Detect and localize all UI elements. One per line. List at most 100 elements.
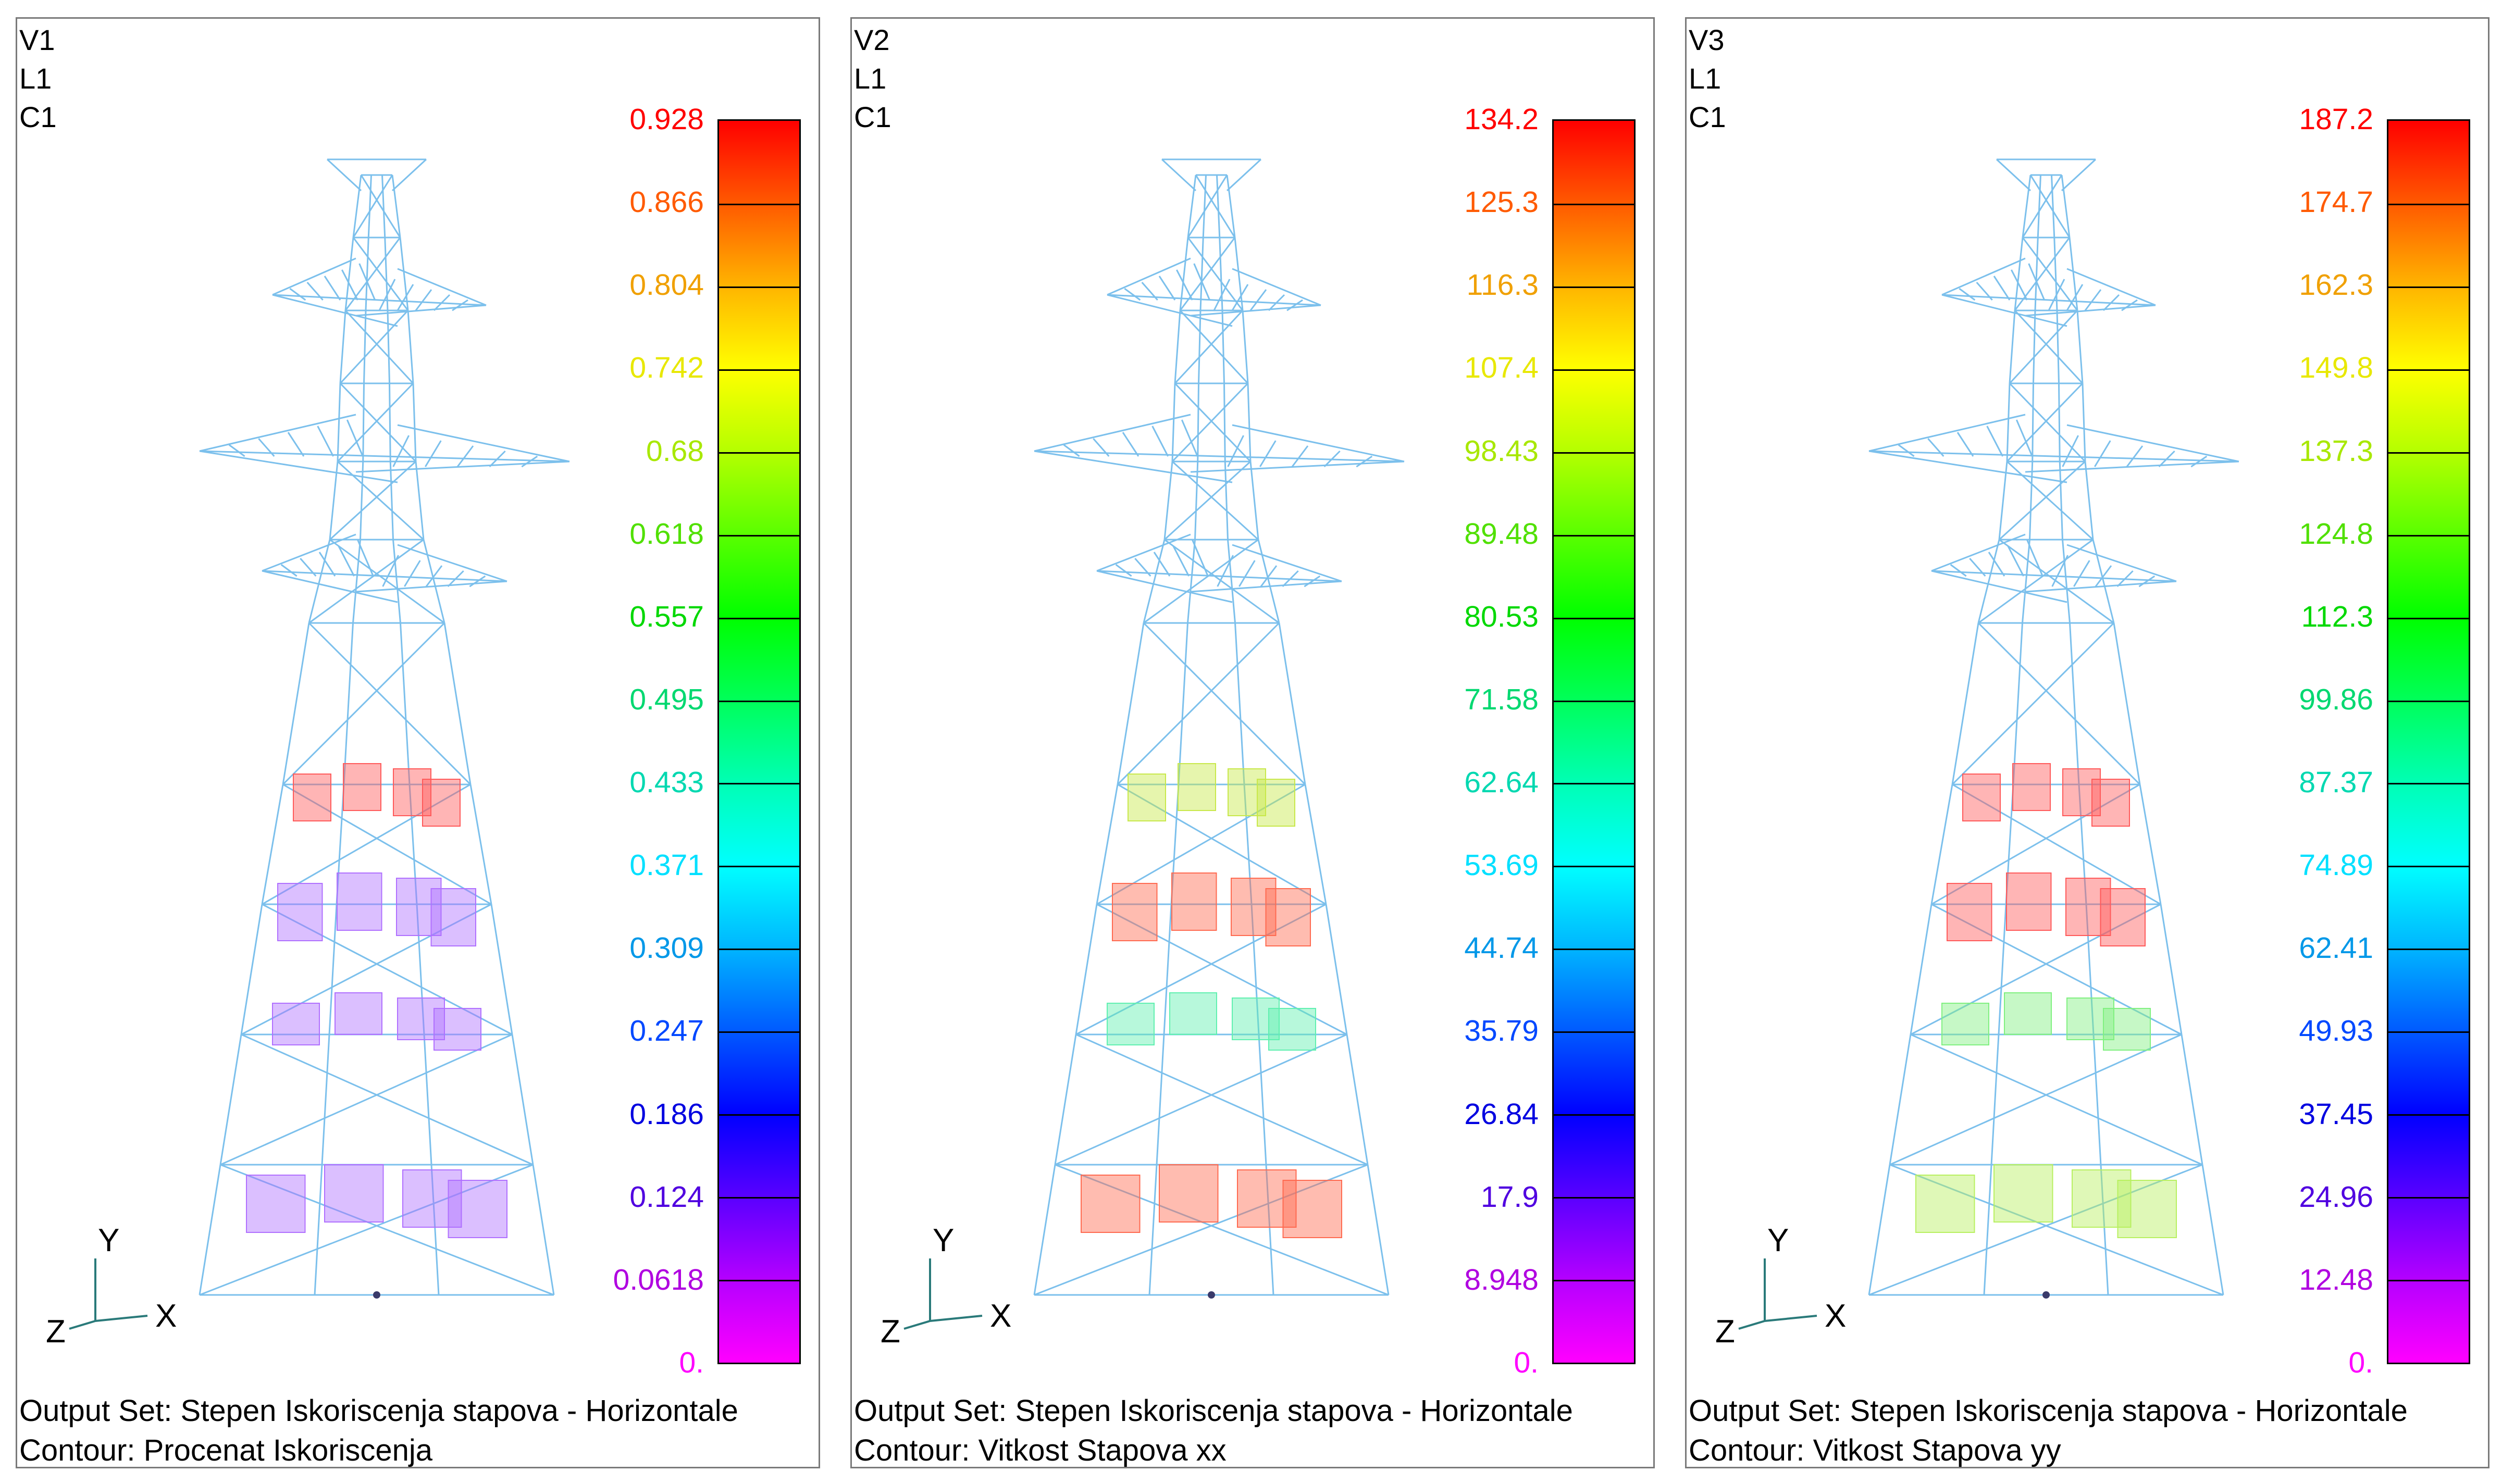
contour-label: Contour: Vitkost Stapova xx [854, 1433, 1227, 1467]
legend-divider [2388, 452, 2469, 454]
contour-member-group[interactable] [277, 872, 476, 946]
legend-divider [1554, 1114, 1634, 1116]
contour-legend-bar [717, 119, 801, 1364]
y-axis-label: Y [933, 1223, 955, 1258]
output-set-label: Output Set: Stepen Iskoriscenja stapova … [854, 1394, 1573, 1428]
axes-triad-lines [903, 1258, 983, 1330]
legend-divider [719, 1280, 799, 1282]
legend-divider [1554, 783, 1634, 785]
legend-divider [719, 866, 799, 868]
legend-value-label: 0.433 [629, 766, 704, 800]
legend-divider [1554, 1280, 1634, 1282]
view-meta: V2 L1 C1 [854, 21, 891, 136]
legend-divider [2388, 1280, 2469, 1282]
x-axis-label: X [1825, 1298, 1847, 1334]
legend-value-label: 0. [1514, 1346, 1539, 1379]
legend-divider [1554, 369, 1634, 371]
legend-value-label: 0.371 [629, 849, 704, 882]
x-axis-label: X [990, 1298, 1012, 1334]
legend-value-label: 137.3 [2299, 434, 2373, 468]
legend-value-label: 17.9 [1481, 1180, 1539, 1214]
contour-member-group[interactable] [1081, 1164, 1342, 1238]
z-axis-label: Z [46, 1314, 66, 1350]
axes-triad-lines [69, 1258, 148, 1330]
contour-member-group[interactable] [1915, 1164, 2177, 1238]
contour-member-group[interactable] [1128, 763, 1295, 827]
legend-divider [719, 203, 799, 205]
legend-divider [719, 949, 799, 951]
contour-label: Contour: Procenat Iskoriscenja [19, 1433, 433, 1467]
legend-value-label: 0.618 [629, 517, 704, 551]
y-axis-label: Y [98, 1223, 120, 1258]
legend-divider [719, 286, 799, 288]
view-panel-3[interactable]: V3 L1 C1 Y X Z 187.2 174.7 162.3 149.8 137.3 124.8 1… [1685, 17, 2489, 1468]
legend-divider [719, 534, 799, 537]
legend-divider [719, 1031, 799, 1033]
x-axis-label: X [155, 1298, 177, 1334]
legend-divider [2388, 700, 2469, 702]
legend-value-label: 99.86 [2299, 682, 2373, 716]
legend-divider [2388, 534, 2469, 537]
output-info: Output Set: Stepen Iskoriscenja stapova … [854, 1391, 1573, 1467]
legend-value-label: 174.7 [2299, 185, 2373, 219]
contour-member-group[interactable] [293, 763, 461, 827]
axes-triad-lines [1738, 1258, 1817, 1330]
view-meta: V1 L1 C1 [19, 21, 57, 136]
legend-divider [1554, 286, 1634, 288]
contour-label: Contour: Vitkost Stapova yy [1689, 1433, 2061, 1467]
legend-divider [719, 700, 799, 702]
legend-divider [2388, 1031, 2469, 1033]
legend-value-label: 0.124 [629, 1180, 704, 1214]
legend-value-label: 0.309 [629, 931, 704, 965]
legend-value-label: 98.43 [1464, 434, 1539, 468]
view-panel-1[interactable]: V1 L1 C1 Y X Z 0.928 0.866 0.804 0.742 0.68 0.618 0.… [16, 17, 820, 1468]
layer-label: L1 [854, 62, 887, 95]
legend-divider [2388, 369, 2469, 371]
legend-divider [1554, 1031, 1634, 1033]
legend-value-label: 0.804 [629, 268, 704, 302]
legend-value-label: 112.3 [2301, 600, 2373, 633]
legend-value-label: 89.48 [1464, 517, 1539, 551]
legend-value-label: 53.69 [1464, 849, 1539, 882]
legend-value-label: 116.3 [1466, 268, 1539, 302]
contour-member-group[interactable] [1962, 763, 2130, 827]
tower-model-wireframe[interactable] [17, 19, 820, 1373]
legend-divider [1554, 866, 1634, 868]
contour-member-group[interactable] [246, 1164, 507, 1238]
legend-divider [2388, 949, 2469, 951]
view-id-label: V1 [19, 23, 55, 56]
view-id-label: V2 [854, 23, 890, 56]
legend-value-label: 0. [679, 1346, 704, 1379]
contour-member-group[interactable] [1107, 992, 1316, 1051]
legend-value-label: 62.41 [2299, 931, 2373, 965]
legend-value-label: 107.4 [1464, 351, 1539, 385]
legend-divider [719, 1197, 799, 1199]
tower-model-wireframe[interactable] [852, 19, 1654, 1373]
legend-divider [2388, 1114, 2469, 1116]
legend-divider [1554, 1197, 1634, 1199]
legend-value-label: 0.495 [629, 682, 704, 716]
contour-legend-bar [2387, 119, 2470, 1364]
legend-divider [1554, 949, 1634, 951]
legend-divider [719, 1114, 799, 1116]
legend-value-label: 0. [2348, 1346, 2373, 1379]
view-panel-2[interactable]: V2 L1 C1 Y X Z 134.2 125.3 116.3 107.4 98.43 89.48 8… [850, 17, 1655, 1468]
legend-divider [719, 617, 799, 619]
legend-divider [719, 452, 799, 454]
tower-model-wireframe[interactable] [1687, 19, 2489, 1373]
contour-member-group[interactable] [1941, 992, 2151, 1051]
contour-member-group[interactable] [1947, 872, 2146, 946]
legend-value-label: 162.3 [2299, 268, 2373, 302]
legend-value-label: 62.64 [1464, 766, 1539, 800]
contour-member-group[interactable] [1112, 872, 1311, 946]
legend-value-label: 0.68 [646, 434, 704, 468]
case-label: C1 [854, 101, 891, 133]
legend-value-label: 0.866 [629, 185, 704, 219]
legend-value-label: 26.84 [1464, 1097, 1539, 1131]
model-origin-dot [373, 1291, 380, 1299]
legend-value-label: 0.186 [629, 1097, 704, 1131]
z-axis-label: Z [1715, 1314, 1735, 1350]
legend-divider [719, 783, 799, 785]
contour-member-group[interactable] [272, 992, 481, 1051]
case-label: C1 [19, 101, 57, 133]
